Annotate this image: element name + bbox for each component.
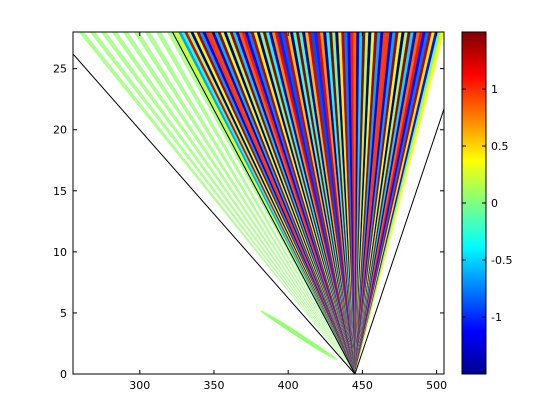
- boundary-line: [354, 108, 444, 374]
- boundary-line: [171, 32, 356, 374]
- low-amplitude-blob-streak: [289, 330, 338, 361]
- low-amplitude-band-streak: [111, 32, 355, 374]
- y-axis: 0 5 10 15 20 25: [53, 63, 444, 381]
- plot-area: 300 350 400 450 500 0 5 10 15 20 25: [53, 31, 447, 392]
- y-tick-label: 5: [60, 307, 67, 320]
- y-tick-label: 15: [53, 185, 67, 198]
- x-tick-label: 350: [203, 379, 224, 392]
- low-amplitude-band-streak: [122, 32, 355, 374]
- x-tick-label: 400: [278, 379, 299, 392]
- boundary-lines: [73, 32, 444, 374]
- colorbar-tick-label: 0: [491, 197, 498, 210]
- colorbar: -1 -0.5 0 0.5 1: [461, 31, 512, 375]
- low-amplitude-band-streak: [166, 32, 355, 374]
- y-tick-label: 0: [60, 368, 67, 381]
- axes-frame: [72, 31, 445, 375]
- y-tick-label: 25: [53, 63, 67, 76]
- colorbar-tick-label: -0.5: [491, 254, 512, 267]
- heatmap-layer: [78, 32, 444, 374]
- y-tick-label: 10: [53, 246, 67, 259]
- low-amplitude-band-streak: [100, 32, 355, 374]
- low-amplitude-band-streak: [133, 32, 355, 374]
- x-tick-label: 500: [426, 379, 447, 392]
- colorbar-tick-label: 1: [491, 83, 498, 96]
- low-amplitude-band-streak: [89, 32, 355, 374]
- x-axis: 300 350 400 450 500: [129, 32, 447, 392]
- colorbar-tick-label: 0.5: [491, 140, 509, 153]
- wave-strip: [354, 32, 444, 374]
- x-tick-label: 450: [352, 379, 373, 392]
- x-tick-label: 300: [129, 379, 150, 392]
- y-tick-label: 20: [53, 124, 67, 137]
- low-amplitude-band-streak: [78, 32, 355, 374]
- colorbar-ticks: -1 -0.5 0 0.5 1: [462, 83, 512, 324]
- low-amplitude-band-streak: [155, 32, 355, 374]
- low-amplitude-band-streak: [144, 32, 355, 374]
- colorbar-tick-label: -1: [491, 311, 502, 324]
- boundary-line: [73, 53, 356, 374]
